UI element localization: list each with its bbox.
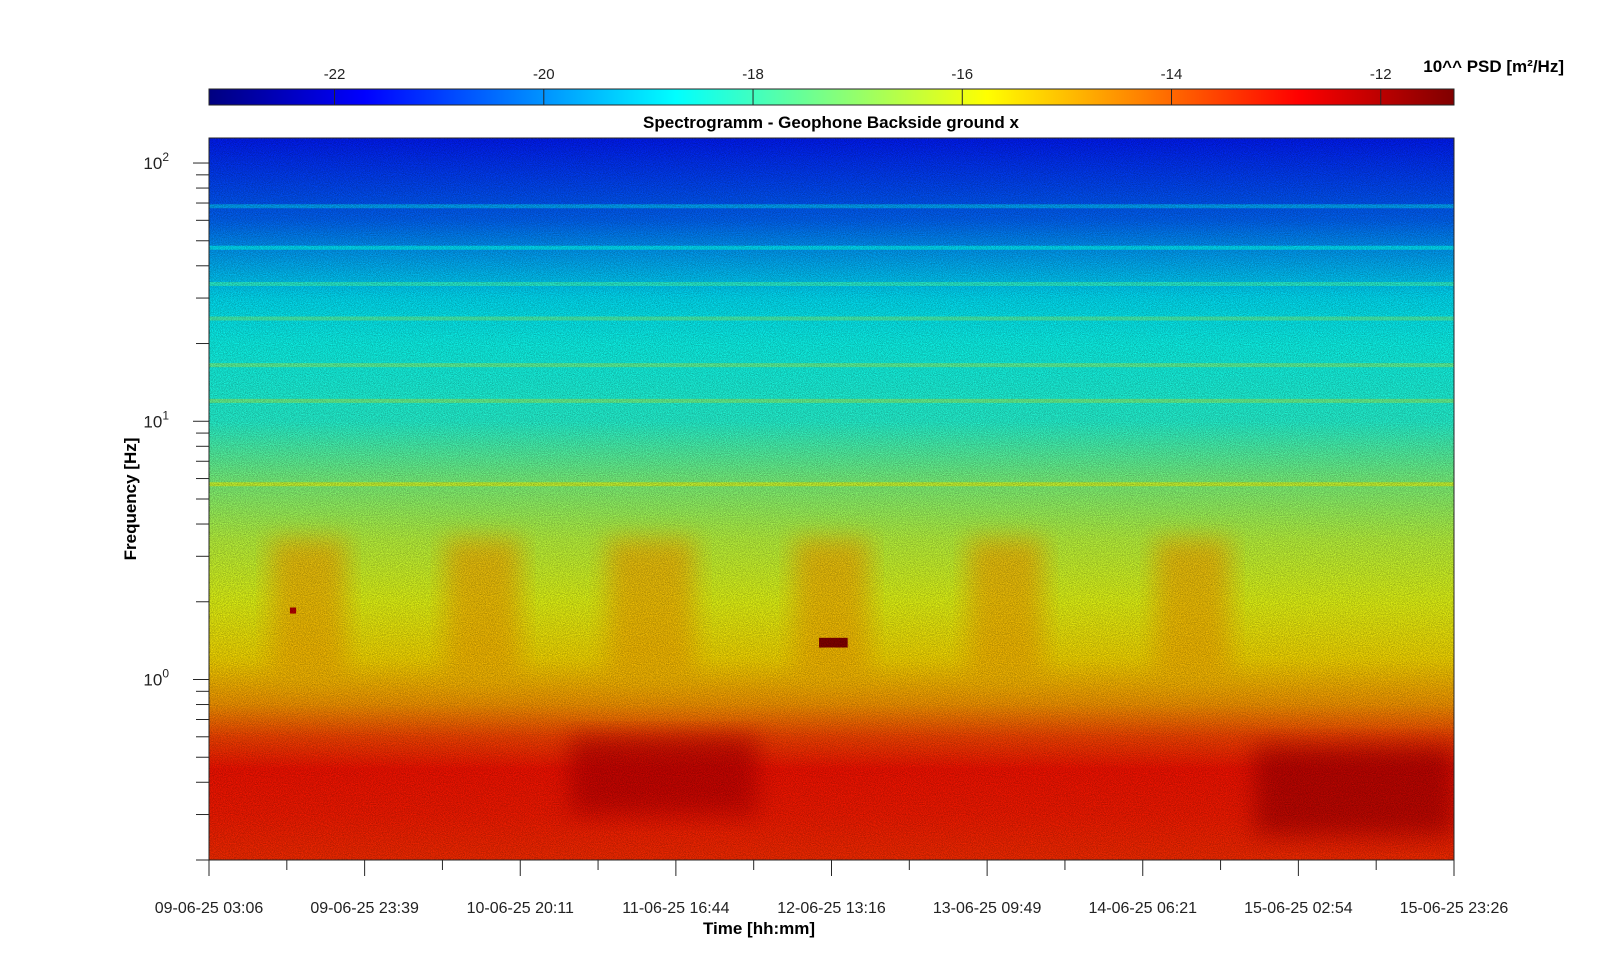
colorbar-ticks: -22 -20 -18 -16 -14 -12 — [324, 66, 1392, 105]
x-tick-label: 14-06-25 06:21 — [1088, 900, 1197, 917]
x-tick-label: 10-06-25 20:11 — [467, 900, 574, 917]
colorbar-label: 10^^ PSD [m²/Hz] — [1423, 57, 1564, 76]
x-tick-label: 15-06-25 23:26 — [1400, 900, 1509, 917]
y-tick-label: 100 — [143, 667, 169, 690]
x-tick-label: 09-06-25 23:39 — [310, 900, 419, 917]
x-axis: 09-06-25 03:06 09-06-25 23:39 10-06-25 20:… — [155, 859, 1509, 917]
y-tick-label: 101 — [143, 408, 169, 431]
x-tick-label: 09-06-25 03:06 — [155, 900, 264, 917]
chart-title: Spectrogramm - Geophone Backside ground … — [643, 113, 1020, 132]
colorbar-gradient — [208, 88, 1455, 106]
colorbar: -22 -20 -18 -16 -14 -12 10^^ PSD [m²/Hz] — [208, 57, 1564, 106]
y-tick-label: 102 — [143, 150, 169, 173]
colorbar-tick-label: -14 — [1161, 66, 1183, 83]
x-tick-label: 13-06-25 09:49 — [933, 900, 1042, 917]
spectrogram-plot-area — [209, 138, 1454, 860]
colorbar-tick-label: -22 — [324, 66, 346, 83]
x-tick-label: 11-06-25 16:44 — [622, 900, 729, 917]
x-axis-label: Time [hh:mm] — [703, 919, 815, 938]
texture-overlay — [209, 138, 1454, 860]
y-axis: 100 101 102 — [143, 138, 210, 861]
colorbar-tick-label: -18 — [742, 66, 764, 83]
y-axis-label: Frequency [Hz] — [121, 438, 140, 561]
colorbar-tick-label: -20 — [533, 66, 555, 83]
colorbar-tick-label: -12 — [1370, 66, 1392, 83]
colorbar-tick-label: -16 — [951, 66, 973, 83]
x-tick-label: 12-06-25 13:16 — [777, 900, 886, 917]
x-tick-label: 15-06-25 02:54 — [1244, 900, 1353, 917]
